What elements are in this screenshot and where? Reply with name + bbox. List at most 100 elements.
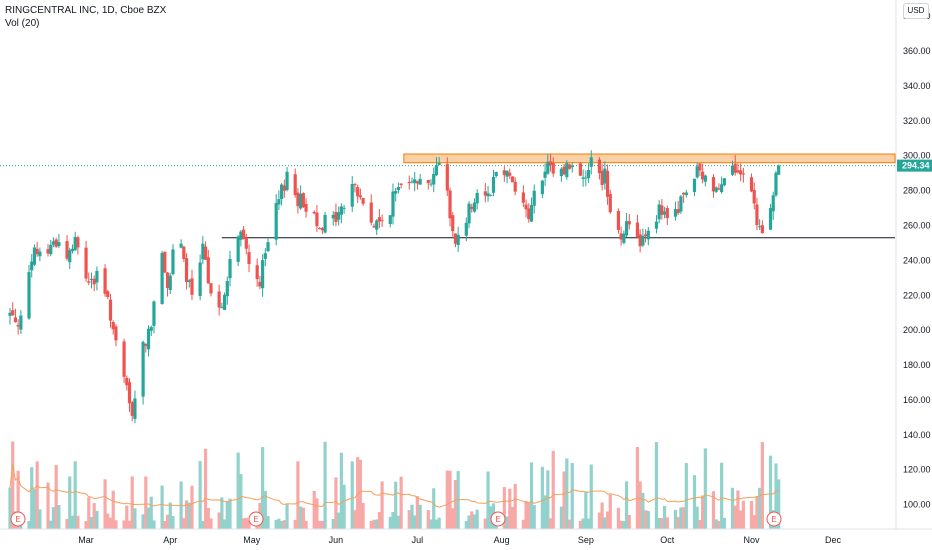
resistance-zone[interactable]	[403, 153, 896, 164]
volume-indicator-label[interactable]: Vol (20)	[5, 18, 40, 29]
volume-bar	[505, 516, 509, 529]
volume-bar	[432, 488, 436, 529]
volume-bar	[749, 501, 754, 529]
volume-bar	[225, 501, 229, 529]
volume-pane	[8, 441, 781, 529]
candle-body	[13, 317, 18, 323]
volume-bar	[111, 490, 115, 529]
candle-body	[622, 233, 626, 244]
earnings-marker[interactable]	[248, 511, 264, 527]
volume-bar	[714, 519, 718, 529]
volume-bar	[692, 475, 697, 529]
candle-body	[190, 278, 194, 295]
volume-bar	[92, 503, 96, 529]
earnings-marker[interactable]	[766, 511, 782, 527]
candle-body	[608, 194, 612, 213]
price-tick-label: 120.00	[903, 465, 931, 475]
candle-body	[358, 195, 362, 198]
time-tick-label: May	[243, 535, 261, 545]
volume-bar	[567, 519, 572, 529]
volume-bar	[426, 510, 430, 529]
volume-bar	[429, 519, 433, 529]
candle-body	[304, 203, 308, 212]
candle-body	[470, 206, 474, 209]
candle-body	[353, 184, 357, 186]
candle-body	[133, 398, 137, 420]
candle-body	[445, 164, 449, 191]
candle-body	[8, 312, 12, 316]
candle-body	[255, 265, 259, 280]
volume-bar	[638, 481, 642, 529]
candle-body	[692, 178, 697, 193]
candle-body	[760, 225, 764, 234]
volume-bar	[361, 502, 365, 529]
volume-bar	[546, 470, 550, 529]
volume-bar	[73, 461, 77, 529]
candle-body	[247, 252, 251, 265]
last-price-tag[interactable]	[897, 159, 932, 172]
volume-bar	[502, 487, 506, 529]
candle-body	[635, 222, 640, 238]
volume-bar	[641, 492, 645, 529]
candle-body	[586, 169, 591, 179]
volume-bar	[241, 518, 246, 529]
volume-bar	[369, 520, 373, 529]
candle-body	[168, 275, 172, 290]
volume-bar	[608, 494, 612, 529]
candle-body	[27, 272, 31, 319]
candle-body	[51, 241, 56, 245]
volume-bar	[168, 502, 172, 529]
volume-bar	[108, 517, 113, 529]
candle-body	[277, 199, 281, 205]
volume-bar	[146, 507, 151, 529]
price-tick-label: 360.00	[903, 46, 931, 56]
volume-bar	[643, 510, 648, 529]
candle-body	[508, 172, 512, 176]
candle-body	[220, 307, 224, 309]
candle-body	[540, 180, 544, 195]
candle-body	[179, 243, 183, 248]
volume-bar	[600, 502, 604, 529]
candle-body	[372, 226, 376, 228]
candle-body	[127, 382, 132, 404]
volume-bar	[127, 520, 132, 529]
candle-body	[505, 170, 509, 177]
chart-title: RINGCENTRAL INC, 1D, Cboe BZX	[5, 5, 167, 16]
volume-bar	[717, 520, 721, 529]
candle-body	[331, 214, 335, 219]
time-tick-label: Jul	[412, 535, 424, 545]
volume-bar	[190, 485, 194, 529]
volume-bar	[391, 512, 395, 529]
volume-bar	[315, 498, 319, 529]
price-tick-label: 320.00	[903, 116, 931, 126]
volume-bar	[508, 488, 512, 529]
earnings-marker[interactable]	[10, 511, 26, 527]
time-axis[interactable]: Mar Apr May Jun Jul Aug Sep Oct Nov Dec	[0, 528, 932, 545]
volume-bar	[673, 509, 678, 529]
candle-body	[662, 211, 667, 215]
candle-body	[394, 190, 398, 194]
candle-body	[187, 280, 191, 282]
volume-bar	[239, 474, 243, 529]
candle-body	[777, 165, 781, 175]
volume-bar	[752, 515, 756, 529]
price-axis[interactable]: 100.00 120.00 140.00 160.00 180.00 200.00 220.…	[895, 0, 932, 530]
volume-bar	[635, 446, 640, 529]
candle-body	[160, 253, 164, 304]
candle-body	[125, 377, 129, 386]
candle-body	[163, 251, 167, 273]
volume-bar	[467, 515, 471, 529]
volume-bar	[410, 504, 414, 529]
resistance-zone-rect[interactable]	[403, 153, 896, 164]
candle-body	[467, 203, 471, 224]
earnings-marker[interactable]	[490, 511, 506, 527]
candle-body	[318, 228, 322, 230]
volume-bar	[627, 515, 631, 529]
volume-bar	[201, 520, 205, 529]
volume-bar	[244, 517, 248, 529]
currency-button[interactable]: USD	[903, 3, 929, 19]
candle-body	[236, 236, 240, 262]
candle-body	[714, 187, 718, 192]
